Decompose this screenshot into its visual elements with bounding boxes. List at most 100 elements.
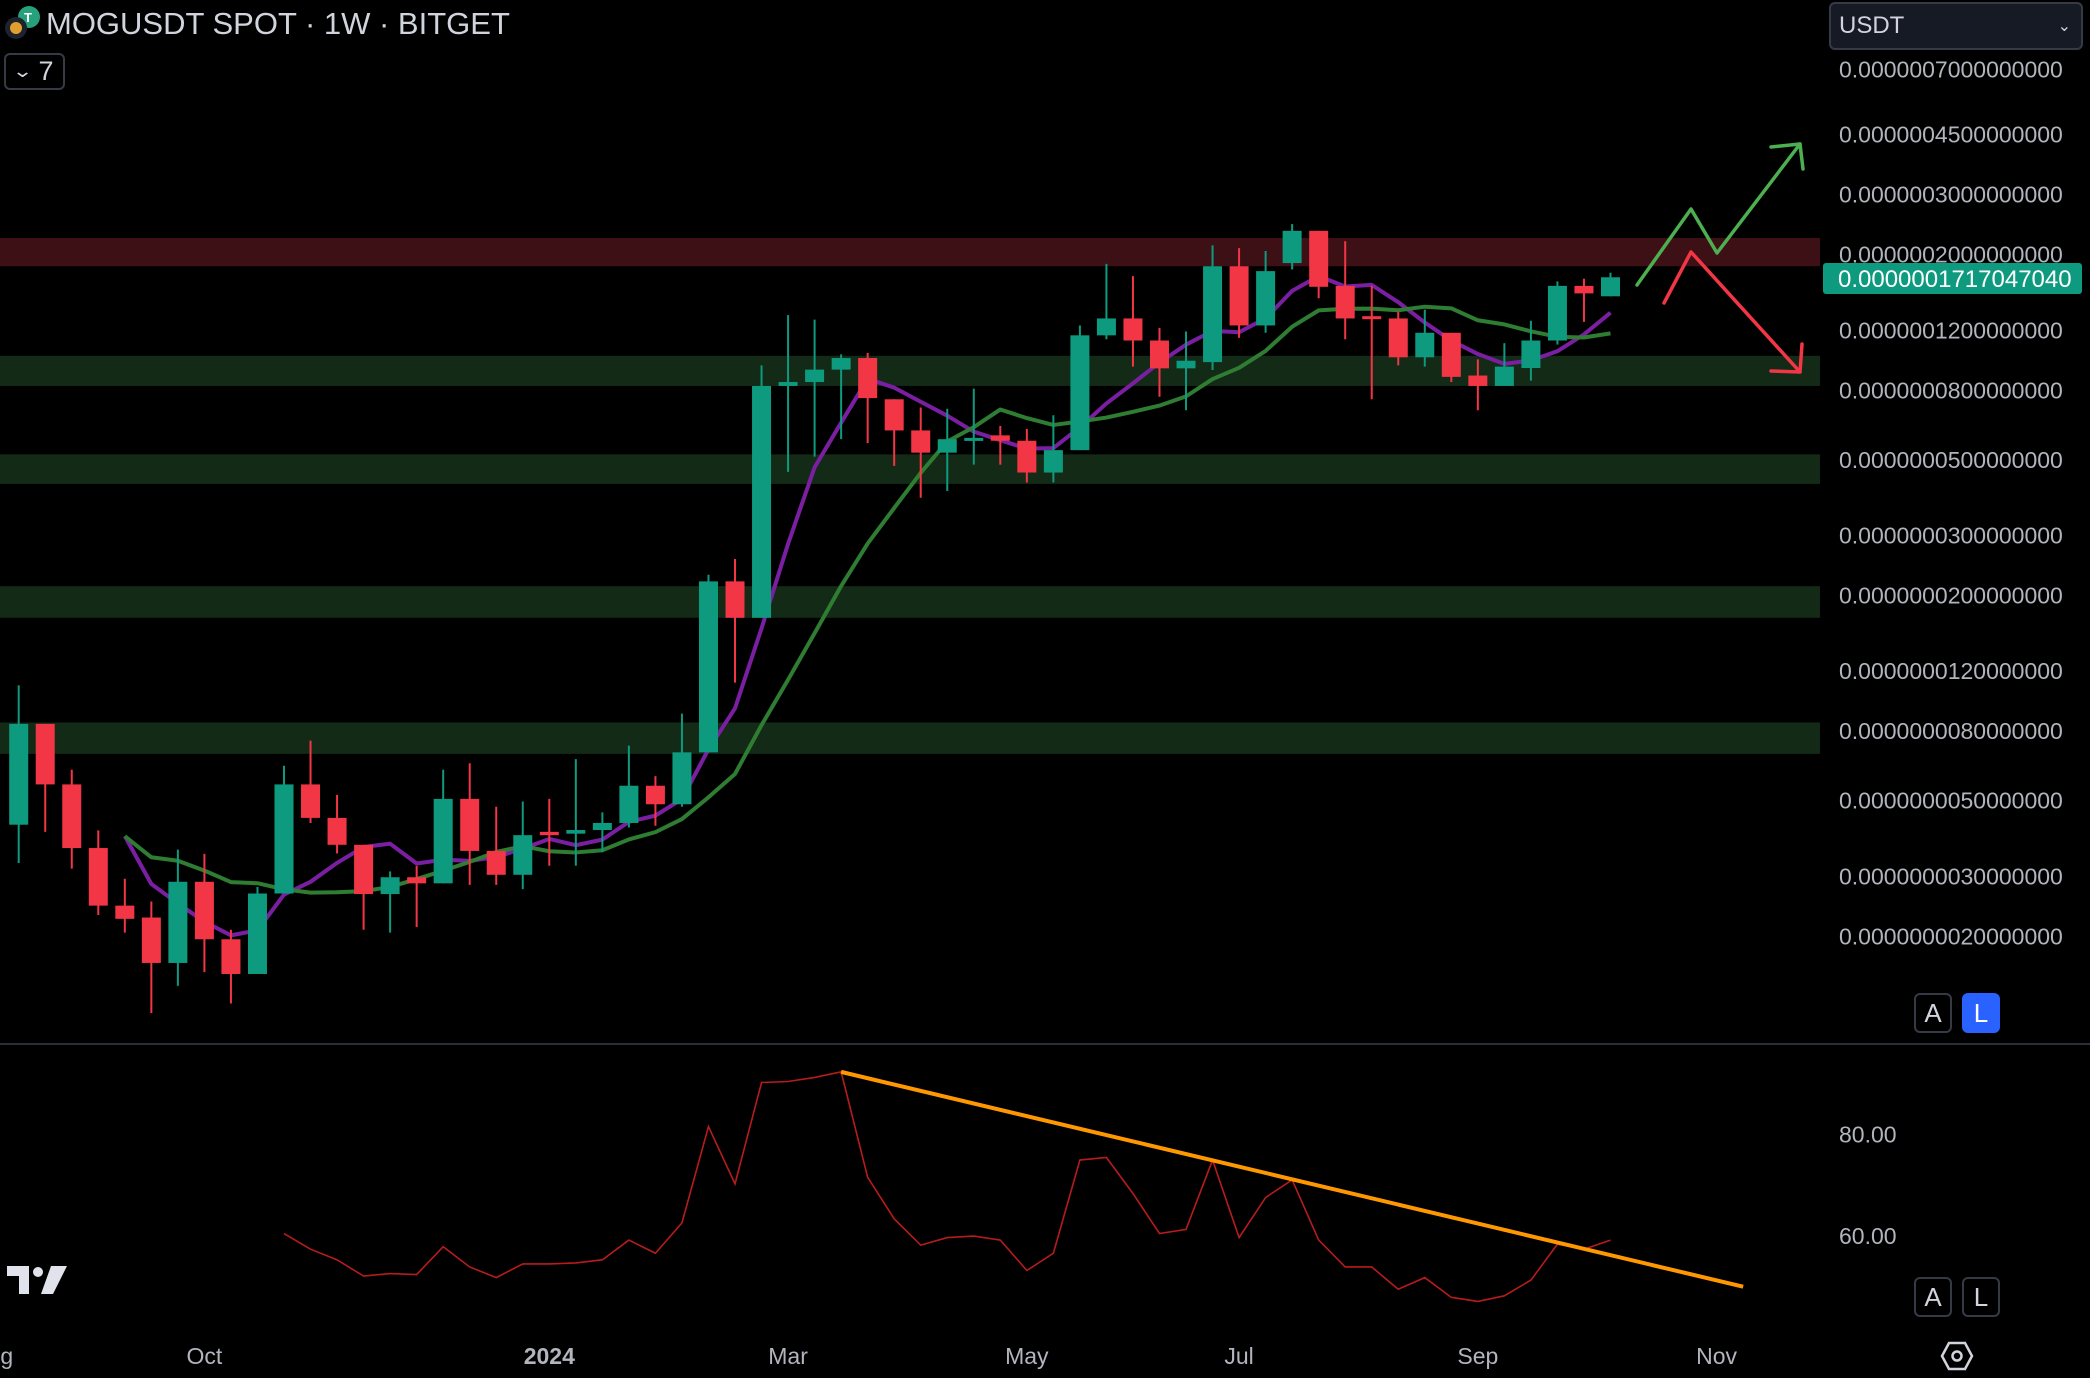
indicators-toggle-button[interactable]: ⌄ 7 (4, 53, 65, 90)
candle-body (486, 850, 506, 875)
candle (486, 806, 506, 885)
candle (539, 798, 559, 866)
candle-body (566, 830, 586, 834)
candle-body (168, 881, 188, 963)
candle-body (1229, 266, 1249, 326)
candle-body (1362, 316, 1382, 320)
price-axis[interactable]: 0.0000007000000000 0.0000004500000000 0.00… (1839, 56, 2063, 949)
candle (194, 853, 214, 973)
candle (513, 801, 533, 890)
candle-body (1256, 271, 1276, 326)
price-axis-label: 0.0000001200000000 (1839, 317, 2063, 343)
candle (778, 315, 798, 472)
tradingview-logo-icon[interactable] (7, 1262, 71, 1300)
price-axis-label: 0.0000000120000000 (1839, 658, 2063, 684)
candle (831, 354, 851, 440)
candle-body (911, 430, 931, 453)
rsi-axis[interactable]: 80.00 60.00 (1839, 1122, 1897, 1249)
price-axis-label: 0.0000000050000000 (1839, 788, 2063, 814)
candle-body (698, 581, 718, 753)
candle (1229, 248, 1249, 338)
candle (88, 830, 108, 915)
price-axis-label: 0.0000000030000000 (1839, 863, 2063, 889)
candles-layer (9, 224, 1620, 1014)
candle-body (194, 881, 214, 940)
candle (1441, 332, 1461, 383)
rsi-trendline (840, 1069, 1744, 1289)
candle-body (1574, 285, 1594, 294)
rsi-pane (283, 1069, 1744, 1303)
scenario-drawings (1635, 142, 1805, 374)
price-auto-scale-button[interactable]: A (1914, 993, 1952, 1033)
candle (1070, 325, 1090, 451)
symbol-title[interactable]: MOGUSDT SPOT · 1W · BITGET (46, 6, 510, 41)
candle (858, 352, 878, 444)
candle (1335, 241, 1355, 340)
candle-body (9, 723, 29, 825)
support-zone (0, 454, 1820, 484)
candle (1123, 276, 1143, 367)
resistance-zone (0, 237, 1820, 267)
rsi-line (283, 1070, 1611, 1303)
candle (672, 713, 692, 807)
time-axis[interactable]: g Oct 2024 Mar May Jul Sep Nov (0, 1343, 1737, 1369)
candle-body (327, 817, 347, 845)
candle-body (274, 784, 294, 894)
candle (168, 849, 188, 986)
candle-body (1070, 335, 1090, 451)
support-zone (0, 355, 1820, 386)
candle-body (1017, 440, 1037, 473)
candle (1043, 415, 1063, 483)
candle (1362, 285, 1382, 400)
price-axis-label: 0.0000007000000000 (1839, 56, 2063, 82)
candle-body (937, 439, 957, 453)
candle-body (672, 752, 692, 805)
candle-body (513, 835, 533, 875)
time-axis-label: Nov (1696, 1343, 1737, 1369)
candle-body (1494, 366, 1514, 386)
rsi-auto-scale-button[interactable]: A (1914, 1277, 1952, 1317)
price-log-scale-button[interactable]: L (1962, 993, 2000, 1033)
time-axis-label: Sep (1457, 1343, 1498, 1369)
candle (884, 399, 904, 466)
candle (1574, 278, 1594, 322)
candle (380, 871, 400, 933)
settings-icon[interactable] (1940, 1340, 1974, 1372)
symbol-logo-icon: T (5, 6, 40, 39)
candle-body (539, 831, 559, 836)
last-price-label: 0.0000001717047040 (1838, 266, 2072, 293)
bullish-arrowhead (1769, 142, 1805, 171)
currency-select[interactable]: USDT ⌄ (1829, 2, 2083, 50)
candle (433, 769, 453, 884)
candle-body (35, 723, 55, 785)
candle-body (752, 385, 772, 618)
candle (619, 745, 639, 828)
chevron-down-icon: ⌄ (12, 61, 34, 81)
candle-body (301, 784, 321, 818)
rsi-log-scale-button[interactable]: L (1962, 1277, 2000, 1317)
candle-body (884, 399, 904, 431)
candle-body (1521, 340, 1541, 369)
time-axis-label: Oct (187, 1343, 223, 1369)
candle (1017, 428, 1037, 483)
currency-value: USDT (1839, 12, 1905, 39)
candle-body (778, 382, 798, 386)
candle (1282, 224, 1302, 270)
candle (141, 901, 161, 1014)
price-axis-label: 0.0000000020000000 (1839, 923, 2063, 949)
candle (1494, 343, 1514, 386)
candle-body (141, 917, 161, 963)
candle (592, 812, 612, 853)
time-axis-label: Mar (768, 1343, 808, 1369)
candle (1149, 327, 1169, 397)
candle-body (115, 905, 135, 919)
candle-body (62, 784, 82, 849)
rsi-axis-label: 60.00 (1839, 1223, 1897, 1249)
candle (1309, 230, 1329, 299)
candle-body (1149, 340, 1169, 369)
candle (1176, 331, 1196, 411)
candle-body (1547, 285, 1567, 341)
candle-body (354, 844, 374, 895)
candle (35, 723, 55, 832)
